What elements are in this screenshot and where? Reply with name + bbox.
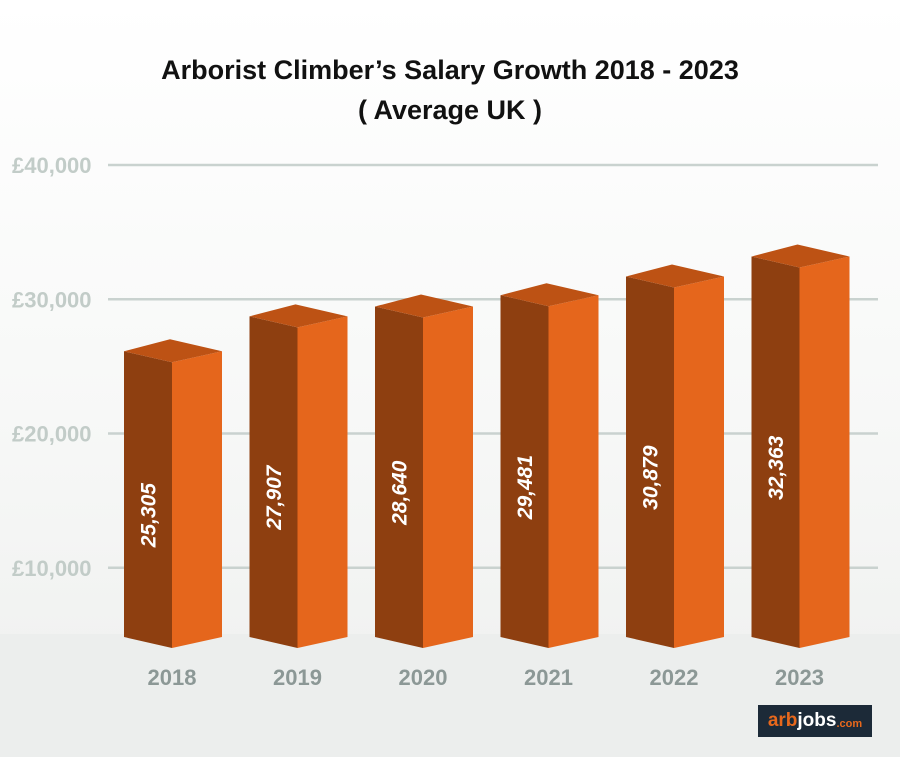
- bar-front-face: [799, 256, 850, 648]
- bar-2022: 30,879: [626, 264, 724, 648]
- bar-value-label: 28,640: [389, 460, 412, 526]
- bars: 25,305 27,907 28,640 29,481 30,879 32,363: [124, 244, 850, 648]
- chart-title: Arborist Climber’s Salary Growth 2018 - …: [161, 55, 739, 85]
- y-tick-label: £20,000: [12, 422, 92, 447]
- logo-part-arb: arb: [767, 710, 798, 731]
- bar-top-face: [375, 294, 473, 318]
- bar-top-face: [500, 283, 599, 307]
- chart-subtitle: ( Average UK ): [357, 95, 543, 125]
- logo-part-com: .com: [836, 718, 863, 730]
- gridlines: [108, 163, 878, 569]
- bar-value-label: 27,907: [263, 464, 286, 531]
- logo-part-jobs: jobs: [797, 710, 837, 731]
- bar-side-face: [124, 351, 172, 648]
- bar-top-face: [626, 264, 724, 288]
- bar-front-face: [423, 306, 473, 648]
- bar-side-face: [626, 276, 674, 648]
- bar-front-face: [674, 276, 724, 648]
- chart-title-block: Arborist Climber’s Salary Growth 2018 - …: [0, 50, 900, 130]
- bar-front-face: [172, 351, 222, 648]
- bar-side-face: [751, 256, 800, 648]
- x-axis-ticks: 2018 2019 2020 2021 2022 2023: [148, 665, 824, 690]
- bar-2019: 27,907: [249, 304, 348, 648]
- bar-side-face: [375, 306, 423, 648]
- floor-band: [0, 634, 900, 757]
- bar-2018: 25,305: [124, 339, 222, 648]
- y-axis-ticks: £10,000 £20,000 £30,000 £40,000: [12, 153, 92, 581]
- bar-front-face: [297, 316, 348, 648]
- y-tick-label: £30,000: [12, 287, 92, 312]
- bar-side-face: [500, 295, 549, 648]
- bar-2020: 28,640: [375, 294, 473, 648]
- bar-value-label: 32,363: [765, 435, 788, 500]
- bar-value-label: 30,879: [640, 445, 663, 510]
- bar-top-face: [249, 304, 348, 328]
- bar-side-face: [249, 316, 298, 648]
- arbjobs-logo: arb jobs .com: [758, 705, 872, 737]
- bar-2021: 29,481: [500, 283, 599, 648]
- bar-2023: 32,363: [751, 244, 850, 648]
- y-tick-label: £10,000: [12, 556, 92, 581]
- x-tick-label: 2019: [273, 665, 322, 690]
- x-tick-label: 2018: [148, 665, 197, 690]
- bar-value-label: 25,305: [138, 483, 161, 549]
- x-tick-label: 2020: [399, 665, 448, 690]
- y-tick-label: £40,000: [12, 153, 92, 178]
- bar-top-face: [124, 339, 222, 363]
- x-tick-label: 2021: [524, 665, 573, 690]
- bar-value-label: 29,481: [514, 455, 537, 520]
- x-tick-label: 2023: [775, 665, 824, 690]
- x-tick-label: 2022: [650, 665, 699, 690]
- bar-top-face: [751, 244, 850, 268]
- bar-front-face: [548, 295, 599, 648]
